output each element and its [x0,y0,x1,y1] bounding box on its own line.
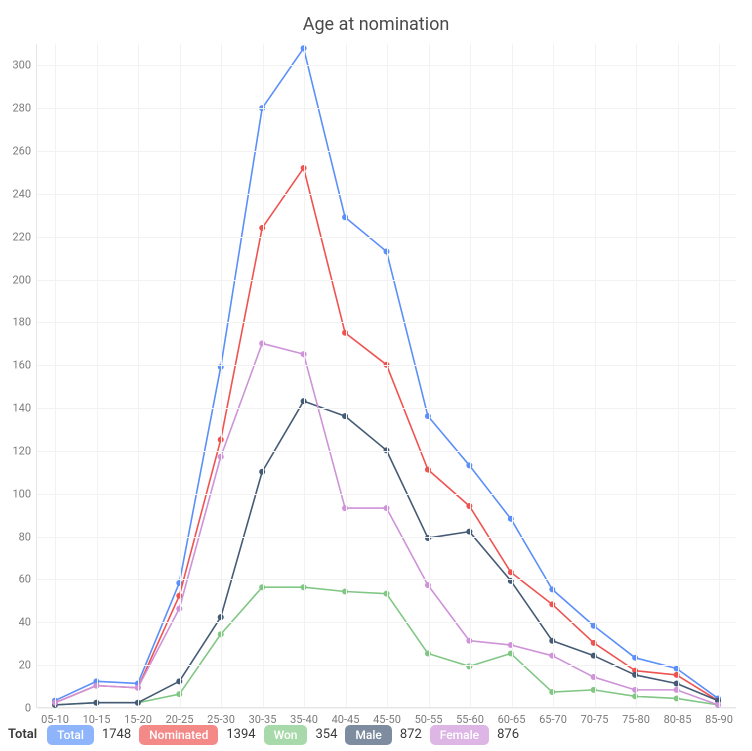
x-axis-label: 05-10 [41,707,69,726]
gridline-v [180,44,181,707]
gridline-v [263,44,264,707]
y-axis-label: 120 [12,444,37,457]
gridline-v [719,44,720,707]
legend-value: 876 [497,727,519,742]
legend-value: 1748 [102,727,131,742]
y-axis-label: 80 [19,530,37,543]
y-axis-label: 300 [12,59,37,72]
x-axis-label: 15-20 [124,707,152,726]
gridline-v [429,44,430,707]
gridline-v [553,44,554,707]
y-axis-label: 140 [12,402,37,415]
x-axis-label: 10-15 [83,707,111,726]
legend-badge-won[interactable]: Won [264,725,308,745]
x-axis-label: 20-25 [166,707,194,726]
gridline-v [55,44,56,707]
x-axis-label: 55-60 [456,707,484,726]
legend-value: 354 [315,727,337,742]
legend-header: Total [8,727,37,742]
legend-value: 872 [400,727,422,742]
gridline-v [221,44,222,707]
x-axis-label: 70-75 [581,707,609,726]
x-axis-label: 80-85 [664,707,692,726]
legend-badge-male[interactable]: Male [345,725,391,745]
y-axis-label: 0 [25,702,37,715]
gridline-v [304,44,305,707]
x-axis-label: 30-35 [249,707,277,726]
legend: Total Total 1748 Nominated 1394 Won 354 Male 87… [4,725,752,745]
gridline-v [678,44,679,707]
y-axis-label: 260 [12,145,37,158]
y-axis-label: 60 [19,573,37,586]
y-axis-label: 280 [12,102,37,115]
y-axis-label: 200 [12,273,37,286]
y-axis-label: 40 [19,616,37,629]
y-axis-label: 20 [19,659,37,672]
legend-value: 1394 [226,727,255,742]
y-axis-label: 100 [12,487,37,500]
y-axis-label: 220 [12,230,37,243]
x-axis-label: 35-40 [290,707,318,726]
x-axis-label: 50-55 [415,707,443,726]
x-axis-label: 75-80 [622,707,650,726]
gridline-v [595,44,596,707]
x-axis-label: 60-65 [498,707,526,726]
gridline-v [97,44,98,707]
gridline-v [636,44,637,707]
x-axis-label: 40-45 [332,707,360,726]
legend-badge-total[interactable]: Total [47,725,94,745]
y-axis-label: 180 [12,316,37,329]
y-axis-label: 240 [12,187,37,200]
gridline-v [387,44,388,707]
chart-title: Age at nomination [0,0,752,35]
gridline-v [512,44,513,707]
x-axis-label: 85-90 [705,707,733,726]
chart-container: Age at nomination 0204060801001201401601… [0,0,752,751]
gridline-v [346,44,347,707]
y-axis-label: 160 [12,359,37,372]
x-axis-label: 45-50 [373,707,401,726]
plot-area: 0204060801001201401601802002202402602803… [36,44,736,708]
gridline-v [470,44,471,707]
legend-badge-female[interactable]: Female [430,725,489,745]
legend-badge-nominated[interactable]: Nominated [139,725,218,745]
x-axis-label: 65-70 [539,707,567,726]
x-axis-label: 25-30 [207,707,235,726]
gridline-v [138,44,139,707]
